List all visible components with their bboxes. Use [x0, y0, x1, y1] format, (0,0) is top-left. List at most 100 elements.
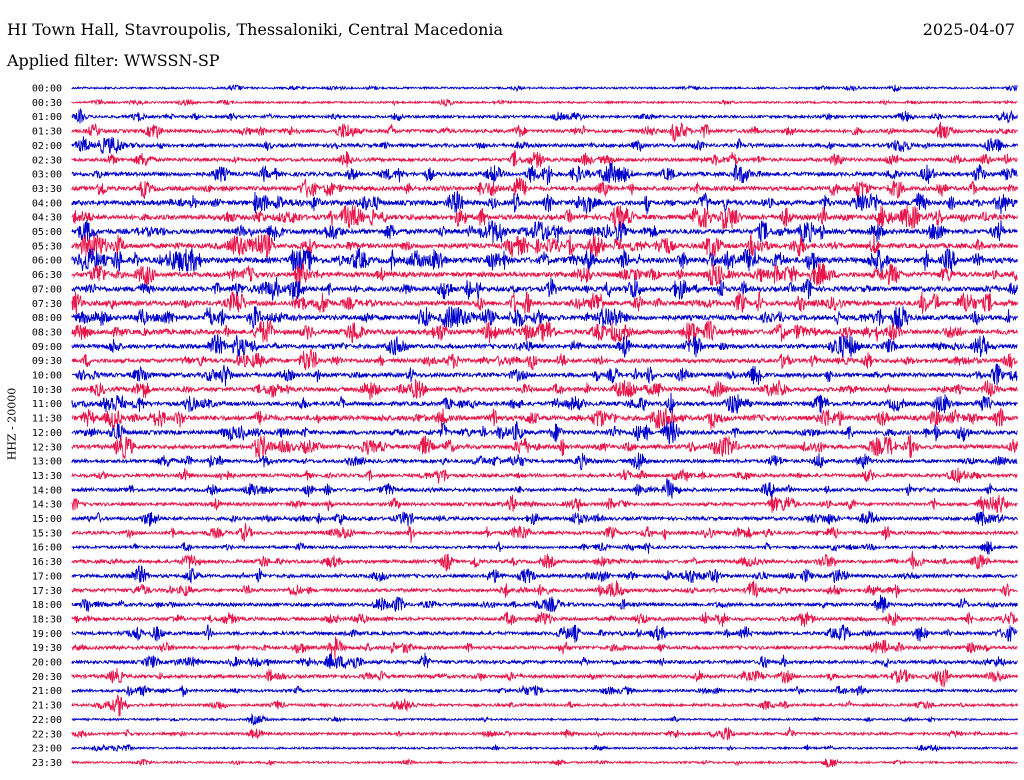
row-time-label: 09:00	[32, 342, 62, 353]
trace-line	[71, 290, 1018, 315]
trace-line	[71, 98, 1018, 108]
row-time-label: 03:30	[32, 184, 62, 195]
row-time-label: 23:00	[32, 744, 62, 755]
trace-line	[71, 694, 1018, 717]
trace-line	[71, 136, 1018, 155]
row-time-label: 07:30	[32, 299, 62, 310]
row-time-label: 16:30	[32, 557, 62, 568]
row-time-label: 04:00	[32, 198, 62, 209]
trace-line	[71, 191, 1018, 215]
trace-line	[71, 565, 1018, 584]
trace-line	[71, 306, 1018, 330]
trace-line	[71, 726, 1018, 741]
row-time-label: 06:30	[32, 270, 62, 281]
row-time-label: 20:00	[32, 658, 62, 669]
trace-line	[71, 233, 1018, 258]
trace-line	[71, 262, 1018, 287]
trace-line	[71, 467, 1018, 484]
row-time-label: 09:30	[32, 356, 62, 367]
trace-line	[71, 362, 1018, 387]
trace-line	[71, 392, 1018, 414]
trace-line	[71, 177, 1018, 200]
trace-line	[71, 684, 1018, 698]
row-time-label: 21:00	[32, 686, 62, 697]
trace-line	[71, 712, 1018, 727]
row-time-label: 00:30	[32, 98, 62, 109]
trace-line	[71, 478, 1018, 499]
row-time-label: 18:30	[32, 614, 62, 625]
row-time-label: 10:30	[32, 385, 62, 396]
trace-line	[71, 494, 1018, 514]
trace-line	[71, 551, 1018, 572]
trace-line	[71, 379, 1018, 400]
trace-line	[71, 594, 1018, 614]
trace-line	[71, 610, 1018, 628]
trace-line	[71, 420, 1018, 445]
row-time-label: 02:30	[32, 155, 62, 166]
row-time-label: 10:00	[32, 371, 62, 382]
row-time-label: 12:30	[32, 442, 62, 453]
trace-line	[71, 743, 1018, 753]
row-time-label: 08:30	[32, 327, 62, 338]
row-time-label: 00:00	[32, 84, 62, 95]
row-time-label: 14:30	[32, 500, 62, 511]
row-time-label: 19:00	[32, 629, 62, 640]
trace-line	[71, 668, 1018, 688]
row-time-label: 08:00	[32, 313, 62, 324]
trace-line	[71, 434, 1018, 459]
row-time-label: 21:30	[32, 701, 62, 712]
row-time-label: 05:00	[32, 227, 62, 238]
filter-label: Applied filter: WWSSN-SP	[7, 51, 220, 70]
trace-line	[71, 319, 1018, 344]
row-time-label: 04:30	[32, 213, 62, 224]
row-time-label: 23:30	[32, 758, 62, 769]
row-time-label: 03:00	[32, 170, 62, 181]
row-time-label: 11:30	[32, 414, 62, 425]
row-time-label: 01:00	[32, 112, 62, 123]
trace-line	[71, 580, 1018, 599]
row-time-label: 16:00	[32, 543, 62, 554]
row-time-label: 02:00	[32, 141, 62, 152]
trace-line	[71, 541, 1018, 555]
row-time-label: 22:00	[32, 715, 62, 726]
trace-line	[71, 636, 1018, 660]
trace-line	[71, 107, 1018, 124]
row-time-label: 05:30	[32, 241, 62, 252]
trace-line	[71, 407, 1018, 430]
trace-line	[71, 452, 1018, 471]
row-time-label: 13:00	[32, 457, 62, 468]
trace-line	[71, 277, 1018, 301]
trace-line	[71, 84, 1018, 93]
row-time-label: 07:00	[32, 284, 62, 295]
row-time-label: 11:00	[32, 399, 62, 410]
trace-line	[71, 150, 1018, 168]
row-time-label: 17:00	[32, 571, 62, 582]
row-time-label: 12:00	[32, 428, 62, 439]
plot-date: 2025-04-07	[922, 20, 1015, 39]
trace-line	[71, 510, 1018, 527]
trace-line	[71, 523, 1018, 543]
row-time-label: 22:30	[32, 729, 62, 740]
plot-title: HI Town Hall, Stavroupolis, Thessaloniki…	[7, 20, 504, 39]
row-time-label: 14:00	[32, 485, 62, 496]
row-time-label: 19:30	[32, 643, 62, 654]
row-time-label: 13:30	[32, 471, 62, 482]
row-time-label: 15:00	[32, 514, 62, 525]
trace-line	[71, 758, 1018, 768]
trace-line	[71, 121, 1018, 142]
row-time-label: 18:00	[32, 600, 62, 611]
row-time-label: 15:30	[32, 528, 62, 539]
trace-line	[71, 348, 1018, 371]
row-time-label: 17:30	[32, 586, 62, 597]
trace-line	[71, 334, 1018, 360]
trace-line	[71, 624, 1018, 643]
trace-line	[71, 652, 1018, 670]
trace-line	[71, 248, 1018, 273]
row-time-label: 06:00	[32, 256, 62, 267]
row-time-label: 01:30	[32, 127, 62, 138]
trace-line	[71, 162, 1018, 186]
trace-line	[71, 205, 1018, 230]
row-time-label: 20:30	[32, 672, 62, 683]
trace-line	[71, 220, 1018, 244]
